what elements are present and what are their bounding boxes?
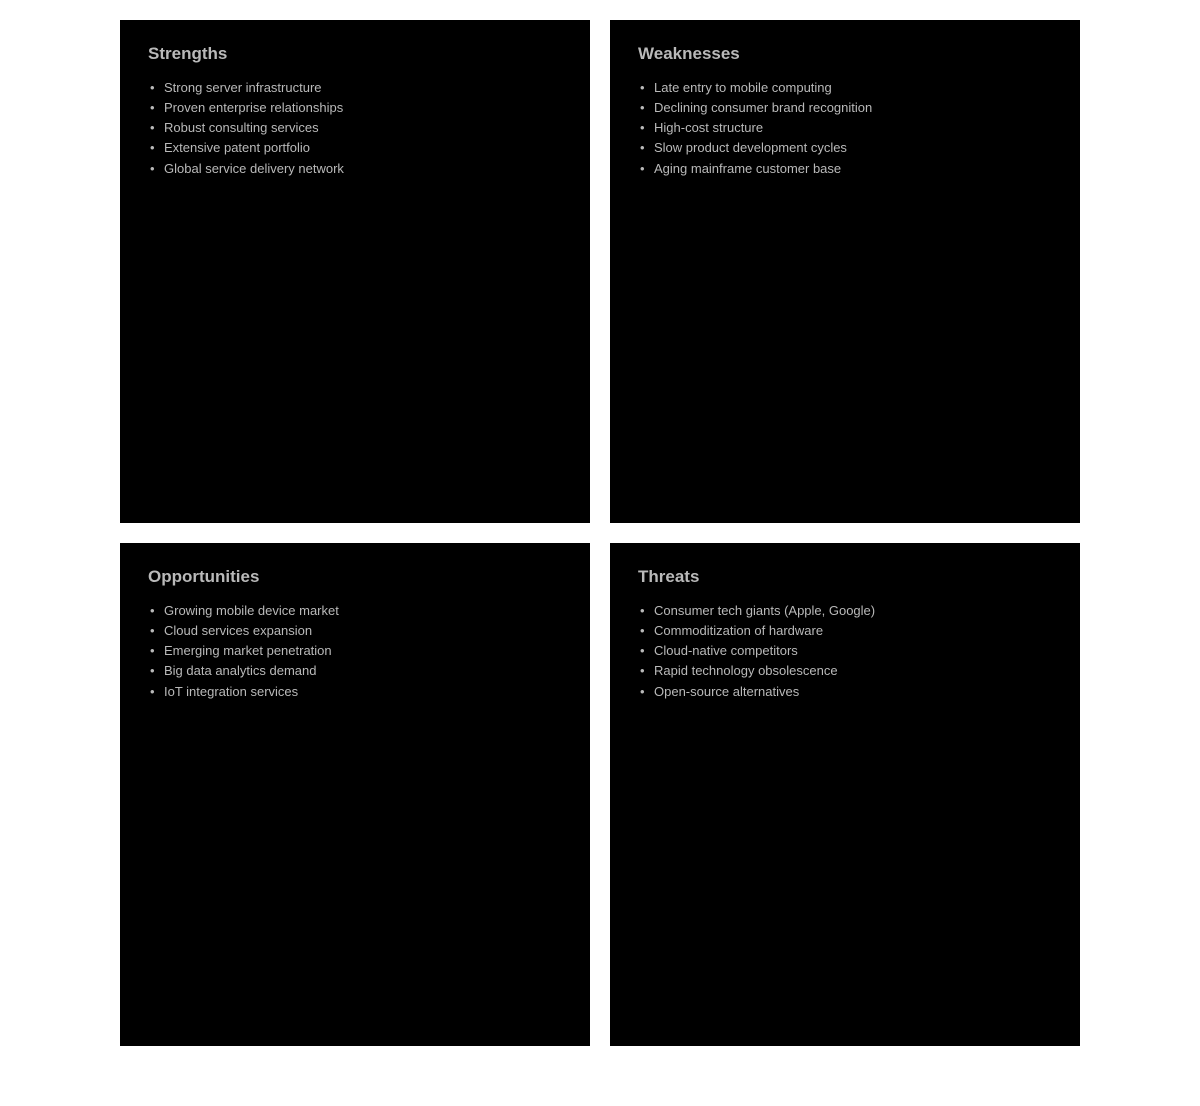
list-item: Strong server infrastructure	[148, 78, 562, 98]
list-item: Open-source alternatives	[638, 682, 1052, 702]
list-item: Consumer tech giants (Apple, Google)	[638, 601, 1052, 621]
swot-grid: Strengths Strong server infrastructure P…	[120, 20, 1080, 1046]
quadrant-opportunities: Opportunities Growing mobile device mark…	[120, 543, 590, 1046]
list-item: Proven enterprise relationships	[148, 98, 562, 118]
list-item: High-cost structure	[638, 118, 1052, 138]
list-item: Cloud services expansion	[148, 621, 562, 641]
quadrant-weaknesses: Weaknesses Late entry to mobile computin…	[610, 20, 1080, 523]
quadrant-items-strengths: Strong server infrastructure Proven ente…	[148, 78, 562, 179]
quadrant-items-opportunities: Growing mobile device market Cloud servi…	[148, 601, 562, 702]
quadrant-threats: Threats Consumer tech giants (Apple, Goo…	[610, 543, 1080, 1046]
quadrant-title-opportunities: Opportunities	[148, 567, 562, 587]
list-item: Growing mobile device market	[148, 601, 562, 621]
list-item: Slow product development cycles	[638, 138, 1052, 158]
list-item: Big data analytics demand	[148, 661, 562, 681]
list-item: Declining consumer brand recognition	[638, 98, 1052, 118]
list-item: Late entry to mobile computing	[638, 78, 1052, 98]
list-item: Emerging market penetration	[148, 641, 562, 661]
list-item: Cloud-native competitors	[638, 641, 1052, 661]
list-item: Extensive patent portfolio	[148, 138, 562, 158]
list-item: Global service delivery network	[148, 159, 562, 179]
list-item: IoT integration services	[148, 682, 562, 702]
list-item: Commoditization of hardware	[638, 621, 1052, 641]
quadrant-title-weaknesses: Weaknesses	[638, 44, 1052, 64]
list-item: Robust consulting services	[148, 118, 562, 138]
list-item: Rapid technology obsolescence	[638, 661, 1052, 681]
quadrant-title-strengths: Strengths	[148, 44, 562, 64]
list-item: Aging mainframe customer base	[638, 159, 1052, 179]
quadrant-title-threats: Threats	[638, 567, 1052, 587]
quadrant-items-weaknesses: Late entry to mobile computing Declining…	[638, 78, 1052, 179]
quadrant-items-threats: Consumer tech giants (Apple, Google) Com…	[638, 601, 1052, 702]
quadrant-strengths: Strengths Strong server infrastructure P…	[120, 20, 590, 523]
